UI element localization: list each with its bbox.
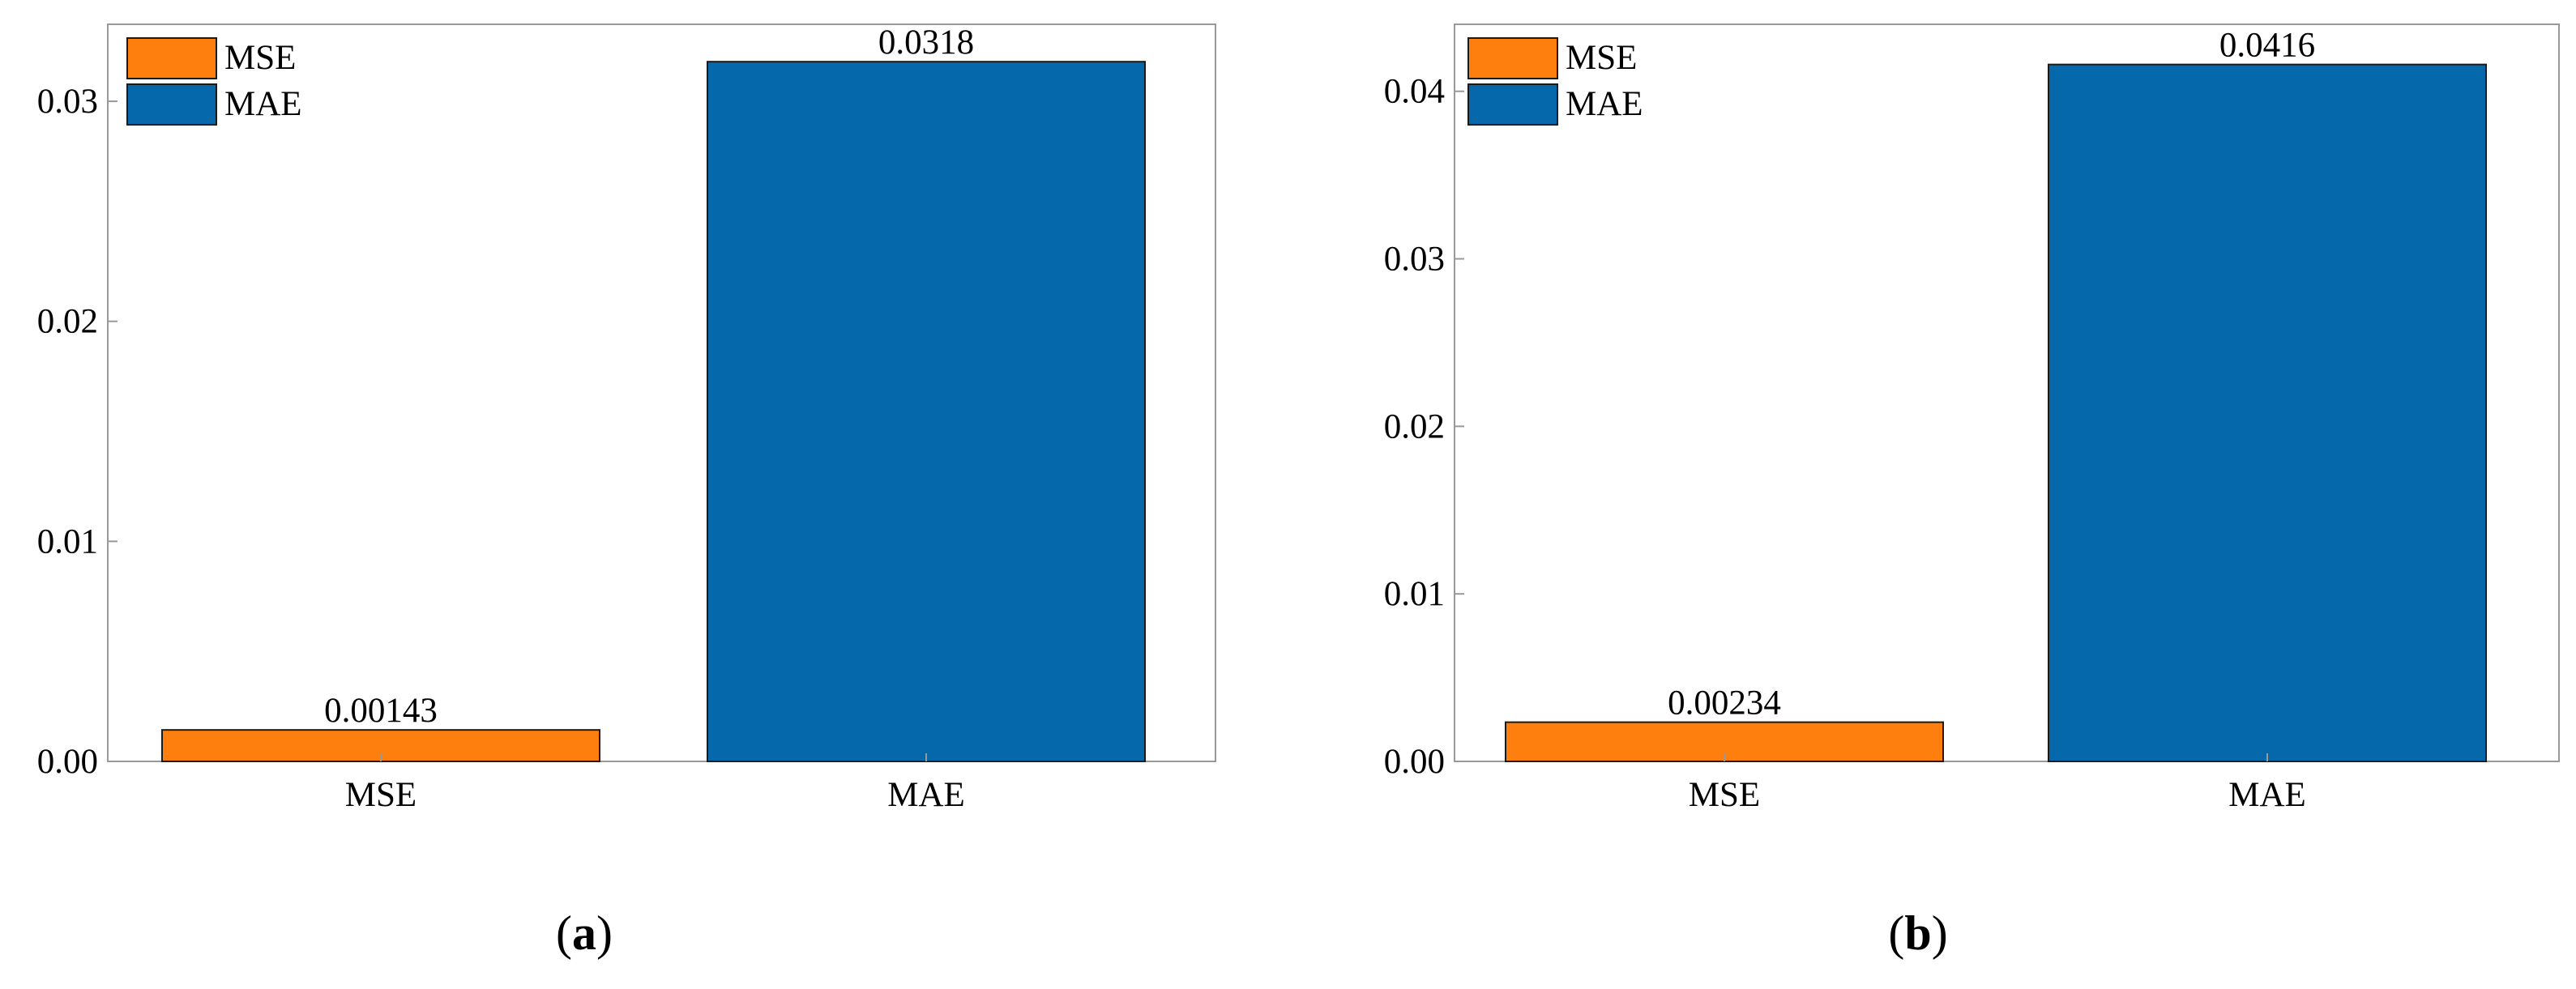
bar-a-mae [707,61,1146,763]
caption-b: (b) [1888,906,1947,960]
legend-swatch-b-mae [1467,83,1558,126]
caption-a-open: ( [556,906,572,960]
caption-b-close: ) [1932,906,1948,960]
legend-label-a-mae: MAE [224,85,302,123]
chart-panel-b: 0.000.010.020.030.040.00234MSE0.0416MAEM… [1384,23,2560,814]
legend-swatch-a-mae [126,83,217,126]
caption-a: (a) [556,906,613,960]
bar-b-mae [2048,63,2487,763]
data-label-a-mae: 0.0318 [878,23,974,62]
caption-b-letter: b [1904,906,1931,960]
x-tick-label-b-mse: MSE [1689,776,1760,814]
plot-frame-a [107,23,1216,762]
legend-a: MSE MAE [126,37,302,126]
chart-panel-a: 0.00 0.01 0.02 0.03 0.00143 MSE 0.0318 MAE MSE MA… [37,23,1216,814]
legend-label-a-mse: MSE [224,39,296,77]
legend-label-b-mse: MSE [1566,39,1637,77]
y-tick-label-b-4: 0.04 [1384,73,1445,111]
data-label-a-mse: 0.00143 [324,692,438,730]
x-tick-label-a-mse: MSE [345,776,417,814]
y-tick-label-b-3: 0.03 [1384,241,1445,279]
caption-a-close: ) [596,906,613,960]
y-tick-label-a-0: 0.00 [37,743,98,781]
y-tick-label-b-0: 0.00 [1384,743,1445,781]
x-tick-label-b-mae: MAE [2228,776,2306,814]
legend-label-b-mae: MAE [1566,85,1643,123]
legend-swatch-a-mse [126,37,217,79]
y-tick-label-b-2: 0.02 [1384,407,1445,445]
plot-frame-b [1454,23,2560,762]
data-label-b-mse: 0.00234 [1668,684,1781,723]
legend-b: MSE MAE [1467,37,1643,126]
legend-swatch-b-mse [1467,37,1558,79]
y-tick-label-a-1: 0.01 [37,522,98,561]
y-tick-label-b-1: 0.01 [1384,575,1445,613]
y-tick-label-a-2: 0.02 [37,303,98,341]
y-tick-label-a-3: 0.03 [37,83,98,121]
caption-b-open: ( [1888,906,1904,960]
caption-a-letter: a [572,906,596,960]
data-label-b-mae: 0.0416 [2219,27,2315,65]
x-tick-label-a-mae: MAE [887,776,965,814]
